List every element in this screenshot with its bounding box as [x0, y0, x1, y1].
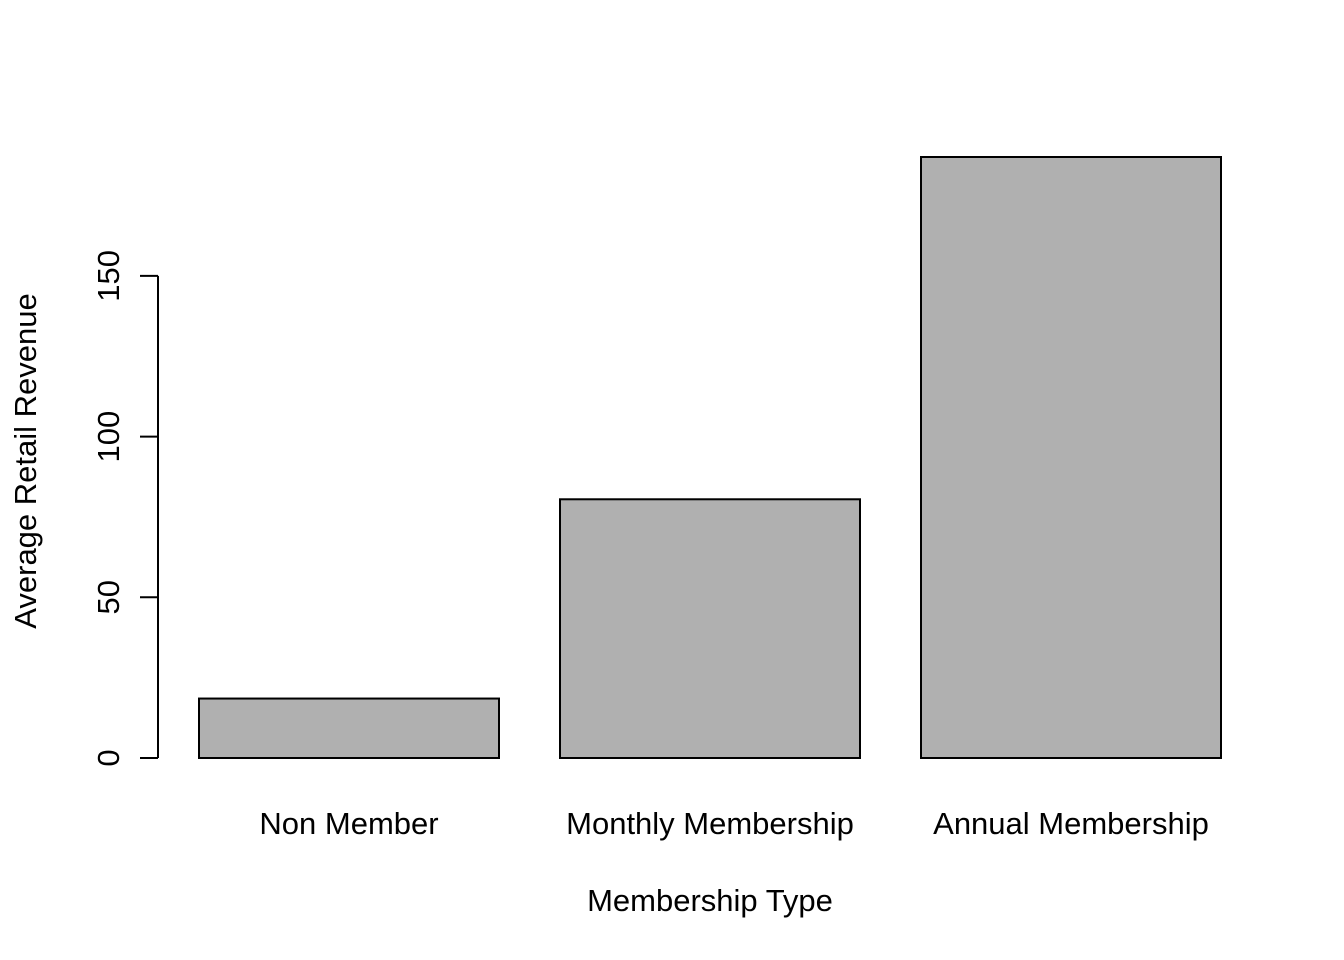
y-tick-label: 100: [91, 411, 126, 463]
x-category-label: Annual Membership: [933, 806, 1209, 841]
y-tick-label: 150: [91, 250, 126, 302]
y-axis-title: Average Retail Revenue: [8, 293, 43, 628]
y-axis: 0 50 100 150: [91, 250, 159, 767]
bar: [920, 156, 1222, 759]
bars: [198, 156, 1222, 760]
bar: [198, 697, 500, 760]
x-axis-category-labels: Non Member Monthly Membership Annual Membe…: [259, 806, 1208, 841]
bar: [559, 498, 861, 759]
x-category-label: Non Member: [259, 806, 438, 841]
x-axis-title: Membership Type: [587, 883, 833, 918]
y-tick-label: 0: [91, 749, 126, 766]
y-tick-label: 50: [91, 580, 126, 614]
x-category-label: Monthly Membership: [566, 806, 854, 841]
